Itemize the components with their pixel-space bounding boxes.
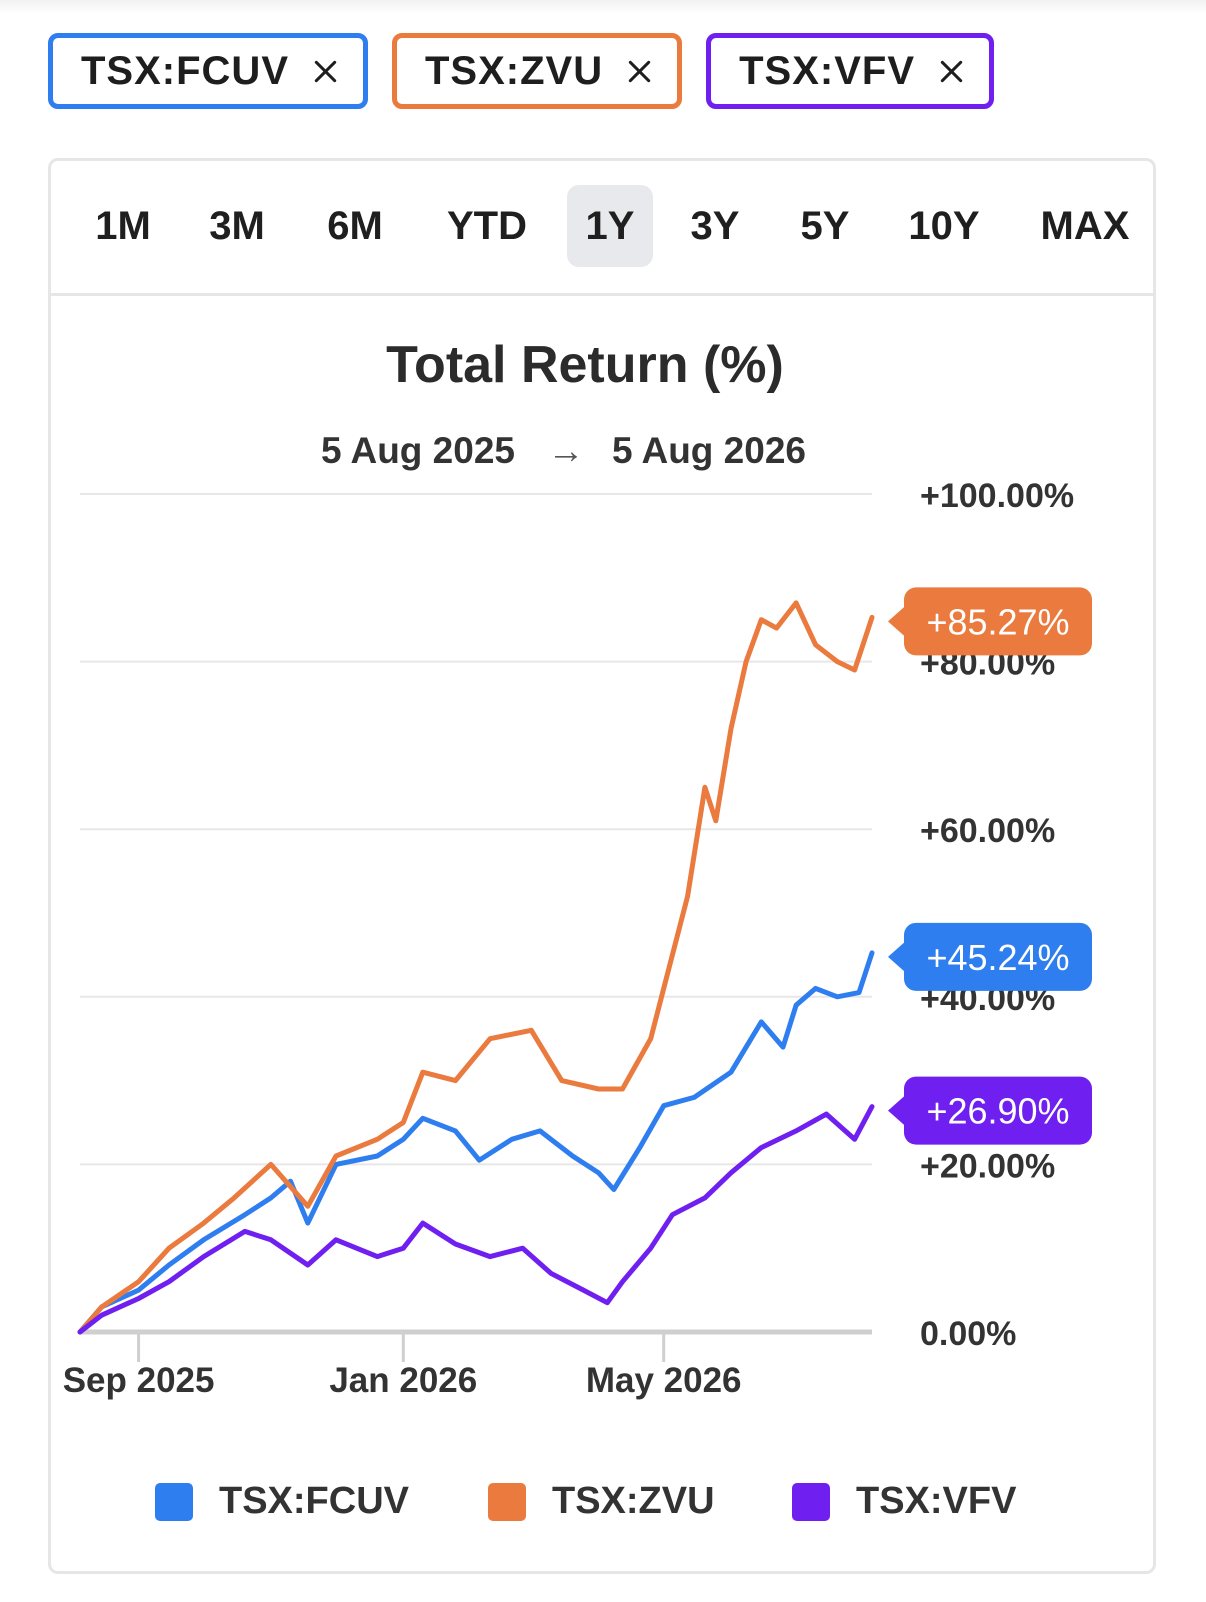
y-tick-label: +60.00% — [920, 812, 1055, 850]
series-line — [77, 950, 875, 1335]
chip-vfv[interactable]: TSX:VFV — [706, 33, 995, 109]
tab-6m[interactable]: 6M — [327, 203, 383, 248]
x-tick-label: Sep 2025 — [63, 1361, 215, 1400]
end-value-badge: +45.24% — [888, 922, 1092, 991]
badge-value: +45.24% — [926, 937, 1069, 978]
chart-card: 1M 3M 6M YTD 1Y 3Y 5Y 10Y MAX — [48, 158, 1156, 1574]
badge-pointer — [888, 605, 906, 638]
tab-3m[interactable]: 3M — [209, 203, 265, 248]
arrow-right-icon: → — [548, 430, 585, 471]
legend-item-vfv[interactable]: TSX:VFV — [792, 1480, 1016, 1523]
chip-fcuv[interactable]: TSX:FCUV — [48, 33, 368, 109]
legend-label: TSX:FCUV — [219, 1480, 409, 1522]
badge-pointer — [888, 940, 906, 973]
gridlines — [80, 493, 872, 1166]
badge-value: +26.90% — [926, 1091, 1069, 1132]
end-value-badge: +26.90% — [888, 1076, 1092, 1145]
tab-1y[interactable]: 1Y — [567, 185, 653, 267]
legend-item-fcuv[interactable]: TSX:FCUV — [155, 1480, 409, 1523]
end-value-badge: +85.27% — [888, 587, 1092, 656]
tab-ytd[interactable]: YTD — [447, 203, 527, 248]
chip-label: TSX:VFV — [739, 48, 916, 93]
legend-swatch — [792, 1482, 830, 1521]
legend-label: TSX:VFV — [856, 1480, 1017, 1522]
legend-swatch — [155, 1482, 193, 1521]
tab-max[interactable]: MAX — [1040, 203, 1130, 248]
chip-zvu[interactable]: TSX:ZVU — [392, 33, 683, 109]
chip-label: TSX:FCUV — [81, 48, 289, 93]
y-tick-label: +100.00% — [920, 477, 1074, 515]
date-range-end: 5 Aug 2026 — [612, 430, 806, 471]
badge-box — [904, 587, 1092, 656]
tab-10y[interactable]: 10Y — [908, 203, 980, 248]
tab-3y[interactable]: 3Y — [690, 203, 740, 248]
y-tick-label: 0.00% — [920, 1315, 1016, 1353]
legend-item-zvu[interactable]: TSX:ZVU — [488, 1480, 715, 1523]
legend-label: TSX:ZVU — [552, 1480, 715, 1522]
ticker-chip-bar: TSX:FCUV TSX:ZVU TSX:VFV — [48, 33, 995, 109]
badge-value: +85.27% — [926, 601, 1069, 642]
badge-box — [904, 922, 1092, 991]
date-range-start: 5 Aug 2025 — [321, 430, 515, 471]
badge-box — [904, 1076, 1092, 1145]
end-value-badges: +45.24% +85.27% +26.90% — [888, 587, 1092, 1145]
x-axis: Sep 2025 Jan 2026 May 2026 — [63, 1329, 872, 1400]
tab-5y[interactable]: 5Y — [800, 203, 850, 248]
series-lines — [77, 600, 875, 1335]
tab-1m[interactable]: 1M — [95, 203, 151, 248]
chip-label: TSX:ZVU — [425, 48, 604, 93]
x-tick-label: May 2026 — [586, 1361, 742, 1400]
series-line — [77, 1104, 875, 1335]
badge-pointer — [888, 1094, 906, 1127]
y-tick-label: +20.00% — [920, 1147, 1055, 1185]
range-tabs: 1M 3M 6M YTD 1Y 3Y 5Y 10Y MAX — [51, 161, 1153, 296]
legend-swatch — [488, 1482, 526, 1521]
top-shadow — [0, 0, 1206, 14]
x-tick-label: Jan 2026 — [329, 1361, 477, 1400]
series-line — [77, 600, 875, 1335]
chart-title: Total Return (%) — [386, 336, 784, 394]
